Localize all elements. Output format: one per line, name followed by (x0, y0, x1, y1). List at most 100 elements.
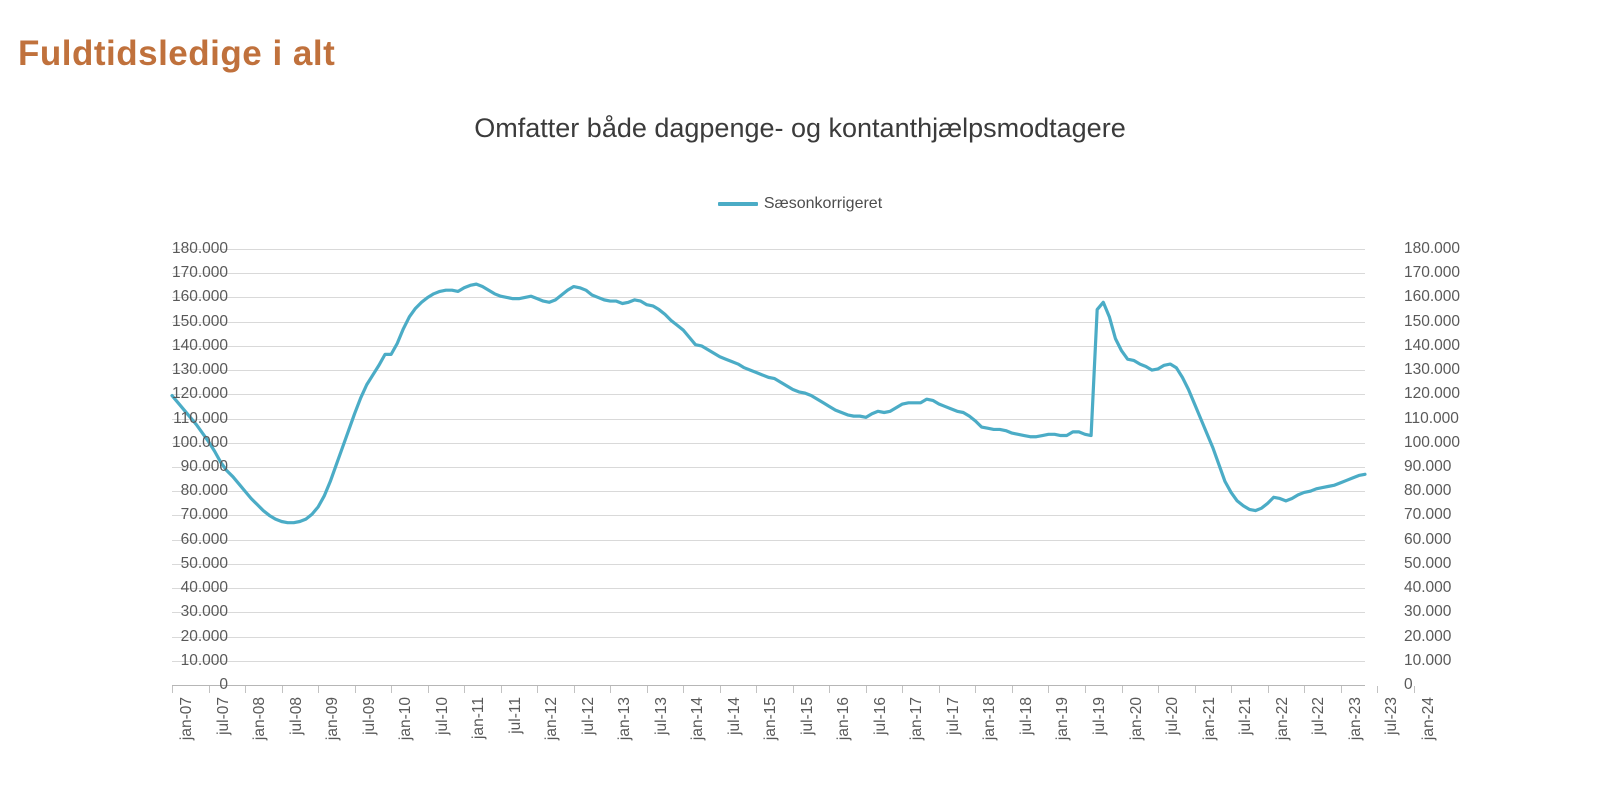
gridline (172, 636, 1365, 638)
y-axis-tick-label-right: 30.000 (1404, 603, 1452, 621)
x-axis-tick (245, 686, 247, 693)
y-axis-tick-label-left: 50.000 (180, 554, 228, 572)
x-axis-tick-label: jul-15 (798, 697, 816, 735)
x-axis-tick (1304, 686, 1306, 693)
y-axis-tick-label-right: 80.000 (1404, 482, 1452, 500)
gridline (172, 345, 1365, 347)
x-axis-tick-label: jan-23 (1346, 697, 1364, 741)
x-axis-tick-label: jan-13 (616, 697, 634, 741)
y-axis-tick-label-right: 120.000 (1404, 385, 1461, 403)
x-axis-tick-label: jan-24 (1419, 697, 1437, 741)
y-axis-tick-label-right: 40.000 (1404, 579, 1452, 597)
legend-color-swatch (717, 202, 758, 206)
y-axis-tick-label-left: 10.000 (180, 651, 228, 669)
x-axis-tick (902, 686, 904, 693)
x-axis-tick (1158, 686, 1160, 693)
x-axis-tick (610, 686, 612, 693)
x-axis-tick (756, 686, 758, 693)
x-axis-tick (938, 686, 940, 693)
y-axis-tick-label-left: 160.000 (171, 288, 228, 306)
gridline (172, 563, 1365, 565)
legend-entry-saesonkorrigeret[interactable]: Sæsonkorrigeret (717, 195, 883, 212)
y-axis-tick-label-left: 30.000 (180, 603, 228, 621)
x-axis-tick-label: jul-18 (1017, 697, 1035, 735)
x-axis-tick-label: jan-08 (251, 697, 269, 741)
x-axis-tick-label: jan-15 (762, 697, 780, 741)
y-axis-tick-label-right: 170.000 (1404, 264, 1461, 282)
x-axis-tick-label: jan-09 (324, 697, 342, 741)
x-axis-tick (1231, 686, 1233, 693)
y-axis-tick-label-right: 10.000 (1404, 651, 1452, 669)
x-axis-tick (427, 686, 429, 693)
x-axis-tick (281, 686, 283, 693)
x-axis-tick-label: jan-18 (981, 697, 999, 741)
y-axis-tick-label-left: 150.000 (171, 312, 228, 330)
x-axis-tick (1048, 686, 1050, 693)
x-axis-tick (829, 686, 831, 693)
gridline (172, 442, 1365, 444)
x-axis-tick (1267, 686, 1269, 693)
x-axis-tick (500, 686, 502, 693)
y-axis-tick-label-left: 140.000 (171, 336, 228, 354)
y-axis-tick-label-left: 60.000 (180, 530, 228, 548)
gridline (172, 515, 1365, 517)
gridline (172, 612, 1365, 614)
gridline (172, 321, 1365, 323)
y-axis-tick-label-right: 140.000 (1404, 336, 1461, 354)
x-axis-tick (719, 686, 721, 693)
x-axis-tick (573, 686, 575, 693)
x-axis-tick-label: jan-07 (178, 697, 195, 741)
x-axis-tick-label: jul-11 (506, 697, 524, 734)
x-axis-tick (391, 686, 393, 693)
x-axis-tick-label: jan-12 (543, 697, 561, 741)
x-axis-tick-label: jul-17 (944, 697, 962, 735)
x-axis-tick-label: jul-12 (579, 697, 597, 735)
y-axis-tick-label-right: 150.000 (1404, 312, 1461, 330)
x-axis-tick-label: jul-19 (1091, 697, 1108, 735)
y-axis-tick-label-left: 80.000 (180, 482, 228, 500)
series-line-saesonkorrigeret (170, 282, 1367, 525)
x-axis-tick (1121, 686, 1123, 693)
x-axis-tick (354, 686, 356, 693)
gridline (172, 467, 1365, 468)
plot-frame (172, 249, 1365, 686)
x-axis-tick-label: jul-16 (871, 697, 889, 735)
x-axis-tick-label: jul-22 (1310, 697, 1328, 735)
x-axis-tick-label: jul-10 (433, 697, 451, 735)
x-axis-tick (1377, 686, 1379, 693)
x-axis-tick (646, 686, 648, 693)
y-axis-tick-label-right: 160.000 (1404, 288, 1461, 306)
x-axis-tick-label: jan-22 (1273, 697, 1291, 741)
x-axis-tick-label: jan-10 (397, 697, 415, 741)
gridline (172, 273, 1365, 275)
y-axis-tick-label-left: 110.000 (173, 409, 228, 427)
y-axis-tick-label-right: 180.000 (1404, 240, 1461, 257)
y-axis-tick-label-left: 20.000 (180, 627, 228, 645)
gridline (172, 660, 1365, 662)
x-axis-tick-label: jan-17 (908, 697, 926, 741)
x-axis-tick (1413, 686, 1415, 693)
x-axis-tick (1194, 686, 1196, 693)
x-axis-tick (464, 686, 466, 693)
axis-baseline (172, 685, 1365, 686)
legend-label: Sæsonkorrigeret (763, 195, 883, 212)
y-axis-tick-label-right: 110.000 (1404, 409, 1459, 427)
x-axis-tick (792, 686, 794, 693)
x-axis-tick-label: jul-09 (360, 697, 378, 735)
y-axis-tick-label-right: 70.000 (1404, 506, 1452, 524)
x-axis-tick (865, 686, 867, 693)
x-axis-tick-label: jan-14 (689, 697, 707, 741)
x-axis-tick (208, 686, 210, 693)
gridline (172, 370, 1365, 372)
y-axis-tick-label-left: 100.000 (171, 433, 228, 451)
x-axis-tick (537, 686, 539, 693)
x-axis-tick-label: jul-23 (1383, 697, 1401, 735)
y-axis-tick-label-right: 60.000 (1404, 530, 1452, 548)
series-line-layer (170, 282, 1367, 525)
x-axis-tick (1085, 686, 1086, 693)
page-title: Fuldtidsledige i alt (18, 34, 336, 73)
x-axis-tick-label: jul-21 (1237, 697, 1255, 735)
y-axis-tick-label-left: 120.000 (171, 385, 228, 403)
y-axis-tick-label-right: 20.000 (1404, 627, 1452, 645)
x-axis-tick-label: jul-20 (1164, 697, 1182, 735)
